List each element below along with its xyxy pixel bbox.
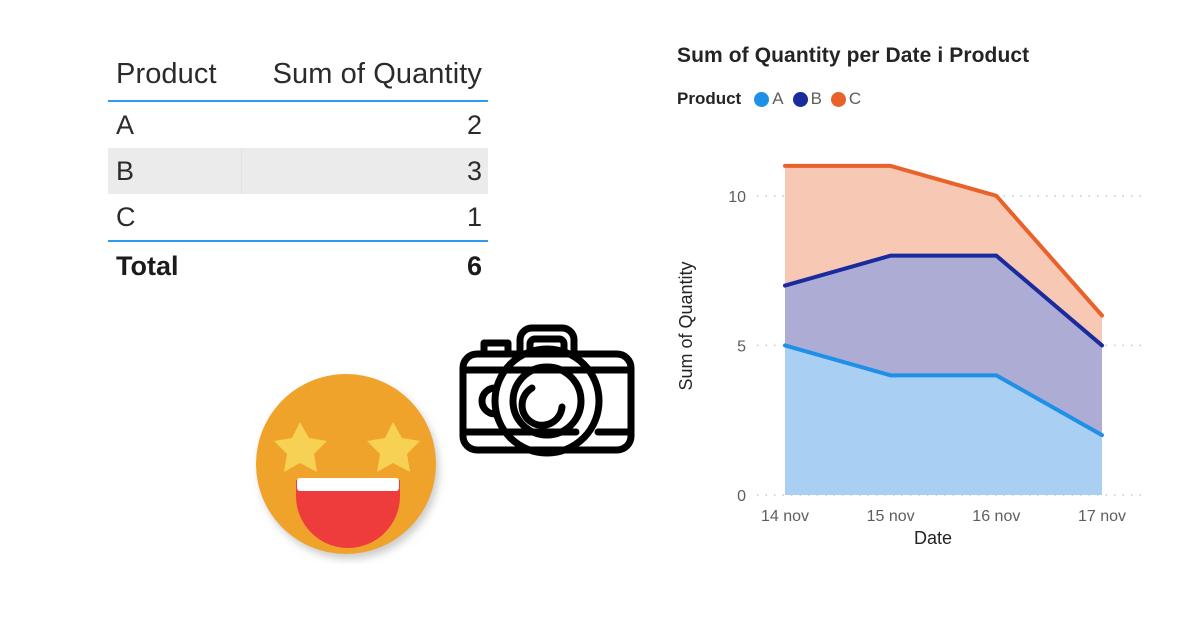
- pivot-table: Product Sum of Quantity A 2 B 3 C 1 Tota…: [108, 48, 488, 290]
- series-line-c[interactable]: [783, 163, 1104, 318]
- series-line-b[interactable]: [783, 253, 1104, 348]
- legend-swatch-a: [754, 91, 770, 107]
- emoji-teeth: [297, 478, 399, 491]
- legend-label-a: A: [772, 89, 784, 108]
- total-label: Total: [116, 250, 179, 281]
- x-tick-label: 14 nov: [761, 508, 809, 525]
- table-row[interactable]: B 3: [108, 148, 488, 194]
- legend-label-c: C: [848, 89, 862, 108]
- camera-handle: [516, 324, 578, 358]
- camera-lens-outer: [491, 345, 603, 457]
- table-row[interactable]: A 2: [108, 102, 488, 148]
- cell-quantity: 1: [466, 201, 482, 232]
- total-divider: [108, 240, 488, 242]
- y-tick-labels: 0 5 10: [728, 189, 746, 505]
- camera-lens-mid: [509, 363, 585, 439]
- legend-item-b[interactable]: B: [792, 89, 822, 109]
- camera-lens-inner: [518, 384, 566, 429]
- chart-title: Sum of Quantity per Date i Product: [677, 44, 1030, 67]
- total-value: 6: [466, 250, 482, 281]
- y-axis-title: Sum of Quantity: [676, 261, 696, 390]
- legend-swatch-b: [792, 91, 808, 107]
- cell-product: C: [116, 201, 136, 232]
- header-divider: [108, 100, 488, 102]
- x-tick-label: 17 nov: [1078, 508, 1126, 525]
- legend-label-b: B: [810, 89, 822, 108]
- legend-swatch-c: [830, 91, 846, 107]
- cell-product: A: [116, 109, 135, 140]
- y-tick-label: 10: [728, 189, 746, 206]
- cell-product: B: [116, 155, 135, 186]
- column-header-sum-of-quantity: Sum of Quantity: [272, 57, 482, 90]
- x-tick-label: 15 nov: [867, 508, 915, 525]
- legend-item-a[interactable]: A: [754, 89, 784, 109]
- cell-quantity: 2: [466, 109, 482, 140]
- x-axis-title: Date: [914, 528, 952, 548]
- emoji-star-left: [274, 422, 327, 472]
- star-struck-emoji: [250, 368, 446, 564]
- series-line-a[interactable]: [783, 343, 1104, 438]
- area-chart-plot[interactable]: 0 5 10 14 nov 15 nov 16 nov 17 nov Date Sum o…: [660, 36, 1180, 576]
- series-areas: [783, 163, 1104, 495]
- emoji-star-right: [367, 422, 420, 472]
- legend-title: Product: [677, 89, 742, 108]
- y-tick-label: 5: [737, 338, 746, 355]
- chart-legend: Product A B C: [677, 89, 861, 109]
- y-tick-label: 0: [737, 488, 746, 505]
- camera-handle-inner: [526, 335, 568, 358]
- x-tick-labels: 14 nov 15 nov 16 nov 17 nov: [761, 508, 1126, 525]
- table-total-row: Total 6: [108, 242, 488, 290]
- chart-panel: Sum of Quantity per Date i Product Produ…: [660, 36, 1180, 576]
- table-row[interactable]: C 1: [108, 194, 488, 240]
- camera-grip-knob: [478, 384, 499, 418]
- cell-quantity: 3: [466, 155, 482, 186]
- column-header-product: Product: [116, 57, 217, 90]
- table-header-row: Product Sum of Quantity: [108, 48, 488, 100]
- x-tick-label: 16 nov: [972, 508, 1020, 525]
- series-area-a: [785, 345, 1102, 495]
- camera-flash-bump: [480, 339, 512, 358]
- legend-item-c[interactable]: C: [830, 89, 862, 109]
- camera-icon: [458, 324, 636, 466]
